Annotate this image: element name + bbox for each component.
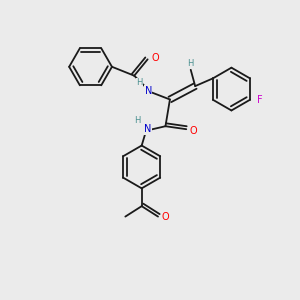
Text: O: O — [162, 212, 169, 222]
Text: O: O — [190, 126, 197, 136]
Text: N: N — [144, 124, 151, 134]
Text: H: H — [134, 116, 140, 125]
Text: O: O — [151, 53, 159, 63]
Text: H: H — [188, 59, 194, 68]
Text: F: F — [257, 95, 262, 105]
Text: H: H — [136, 78, 142, 87]
Text: N: N — [145, 85, 152, 96]
